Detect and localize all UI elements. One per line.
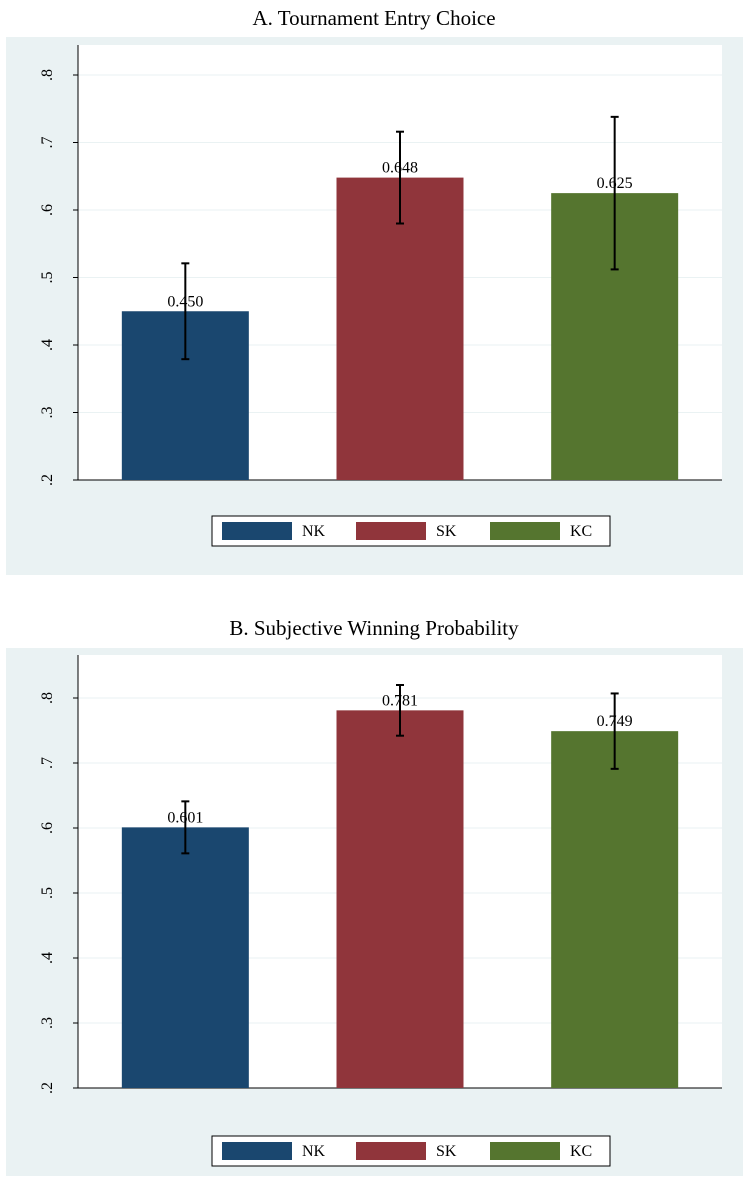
- legend-label: SK: [436, 523, 457, 540]
- y-tick-label: .3: [39, 407, 56, 419]
- y-tick-label: .5: [39, 887, 56, 899]
- error-bar: [181, 262, 190, 361]
- legend-swatch: [490, 1142, 560, 1160]
- bar: [121, 827, 249, 1088]
- legend-label: NK: [302, 523, 326, 540]
- bar: [336, 177, 464, 480]
- y-tick-label: .7: [39, 757, 56, 769]
- y-tick-label: .5: [39, 272, 56, 284]
- error-bar: [396, 130, 404, 225]
- legend-swatch: [356, 1142, 426, 1160]
- y-tick-label: .2: [39, 1082, 56, 1094]
- bar: [336, 710, 464, 1088]
- legend-swatch: [222, 522, 292, 540]
- legend-swatch: [222, 1142, 292, 1160]
- bar: [551, 731, 679, 1088]
- error-bar: [610, 692, 619, 770]
- y-tick-label: .8: [39, 69, 56, 81]
- chart-title: B. Subjective Winning Probability: [229, 616, 519, 640]
- y-tick-label: .4: [39, 339, 56, 351]
- error-bar: [396, 684, 404, 737]
- y-tick-label: .6: [39, 204, 56, 216]
- legend-label: KC: [570, 1143, 592, 1160]
- legend-label: KC: [570, 523, 592, 540]
- y-tick-label: .2: [39, 474, 56, 486]
- y-tick-label: .4: [39, 952, 56, 964]
- chart-title: A. Tournament Entry Choice: [252, 6, 495, 30]
- legend-label: SK: [436, 1143, 457, 1160]
- y-tick-label: .3: [39, 1017, 56, 1029]
- legend-swatch: [490, 522, 560, 540]
- y-tick-label: .6: [39, 822, 56, 834]
- legend-swatch: [356, 522, 426, 540]
- y-tick-label: .7: [39, 137, 56, 149]
- legend-label: NK: [302, 1143, 326, 1160]
- error-bar: [610, 115, 619, 271]
- y-tick-label: .8: [39, 692, 56, 704]
- error-bar: [181, 800, 190, 855]
